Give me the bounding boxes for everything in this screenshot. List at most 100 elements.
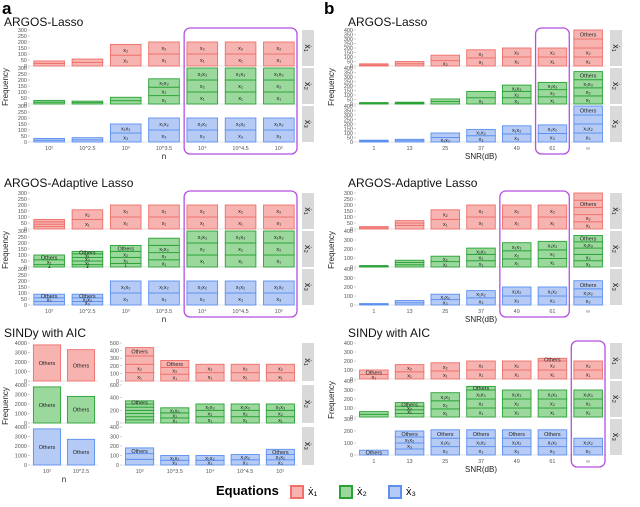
bar-label: x₃ (238, 134, 243, 140)
bar-label: Others (79, 294, 96, 300)
x-axis-label: SNR(dB) (465, 315, 497, 324)
y-tick-label: 300 (344, 113, 353, 119)
y-tick-label: 100 (344, 368, 353, 374)
y-tick-label: 0 (24, 64, 27, 70)
bar-segment (224, 230, 257, 244)
bar-segment (186, 280, 219, 294)
y-tick-label: 50 (21, 134, 27, 140)
bar-label: x₂ (479, 209, 484, 215)
y-tick-label: 150 (18, 84, 27, 90)
bar-label: Others (366, 451, 383, 457)
bar-label: x₃ (123, 297, 128, 303)
y-tick-label: 0 (350, 453, 353, 459)
y-tick-label: 200 (344, 84, 353, 90)
bar-segment (501, 84, 532, 92)
facet-strip-label: ẋ₁ (303, 358, 313, 366)
bar-label: x₁x₂ (198, 285, 208, 291)
bar-segment (501, 360, 532, 371)
y-tick-label: 0 (24, 265, 27, 271)
x-tick-label: ∞ (586, 146, 590, 152)
bar-segment (125, 413, 155, 418)
bar-segment (430, 293, 461, 301)
bar-label: x₁x₃ (583, 393, 593, 399)
bar-segment (430, 429, 461, 439)
bar-segment (71, 58, 104, 63)
bar-segment (537, 429, 568, 439)
bar-label: x₂ (550, 51, 555, 57)
bar-segment (359, 226, 389, 229)
bar-label: x₂ (514, 364, 519, 370)
x-tick-label: 25 (442, 146, 448, 152)
y-tick-label: 150 (18, 247, 27, 253)
bar-segment (186, 67, 219, 81)
y-tick-label: 3000 (15, 393, 27, 399)
bar-label: x₁x₂ (476, 131, 486, 137)
bar-label: x₂ (443, 403, 448, 409)
facet-strip-label: ẋ₃ (303, 120, 313, 129)
bar-segment (573, 280, 603, 290)
y-tick-label: 50 (347, 60, 353, 66)
x-tick-label: 10^3.5 (156, 309, 172, 315)
y-tick-label: 0 (350, 102, 353, 108)
bar-segment (32, 386, 62, 424)
bar-label: x₃ (514, 299, 519, 305)
bar-segment (359, 303, 389, 305)
bar-label: x₁x₃ (159, 247, 169, 253)
y-tick-label: 200 (18, 279, 27, 285)
bar-label: x₁ (550, 221, 555, 227)
y-tick-label: 0 (24, 463, 27, 469)
bar-segment (224, 280, 257, 294)
bar-label: Others (131, 449, 148, 455)
facet-strip (302, 68, 314, 104)
y-tick-label: 0 (24, 379, 27, 385)
x-tick-label: 37 (478, 146, 484, 152)
y-tick-label: 100 (344, 55, 353, 61)
bar-segment (537, 357, 568, 362)
x-tick-label: 10³ (122, 309, 130, 315)
bar-label: x₁ (200, 96, 205, 102)
x-tick-label: 10³ (136, 469, 144, 475)
bar-label: Others (39, 361, 56, 367)
y-tick-label: 300 (344, 75, 353, 81)
y-tick-label: 350 (344, 109, 353, 115)
y-axis-label: Frequency (327, 231, 336, 269)
x-tick-label: 61 (549, 146, 555, 152)
bar-label: x₃ (276, 297, 281, 303)
legend-label-x1: ẋ₁ (308, 486, 318, 498)
bar-label: x₂ (443, 365, 448, 371)
bar-segment (109, 123, 142, 134)
bar-label: x₁ (550, 60, 555, 66)
facet-strip-label: ẋ₂ (611, 82, 621, 91)
facet-strip (610, 343, 622, 379)
bar-segment (573, 38, 603, 49)
bar-label: x₁ (479, 373, 484, 379)
y-tick-label: 200 (18, 78, 27, 84)
y-tick-label: 200 (18, 241, 27, 247)
bar-segment (148, 78, 180, 88)
bar-label: x₃ (550, 299, 555, 305)
bar-label: x₃ (443, 449, 448, 455)
bar-label: x₁ (172, 418, 177, 424)
y-tick-label: 100 (344, 294, 353, 300)
bar-segment (33, 218, 65, 223)
y-axis-label: Frequency (1, 68, 10, 106)
facet-strip (610, 419, 622, 455)
bar-segment (394, 220, 425, 224)
facet-strip (302, 427, 314, 465)
bar-label: x₁x₃ (276, 405, 286, 411)
bar-segment (394, 61, 425, 65)
bar-segment (195, 363, 225, 374)
highlight-box (570, 340, 606, 468)
bar-label: Others (580, 283, 597, 289)
bar-label: x₁x₂ (198, 122, 208, 128)
y-tick-label: 100 (18, 291, 27, 297)
bar-segment (125, 347, 155, 357)
bar-segment (125, 400, 155, 405)
bar-label: x₁x₂ (159, 285, 169, 291)
facet-strip-label: ẋ₂ (303, 82, 313, 91)
bar-label: x₁x₂ (476, 292, 486, 298)
bar-segment (394, 101, 425, 104)
bar-label: x₁x₃ (197, 72, 207, 78)
bar-label: x₂ (208, 366, 213, 372)
bar-segment (109, 204, 142, 218)
